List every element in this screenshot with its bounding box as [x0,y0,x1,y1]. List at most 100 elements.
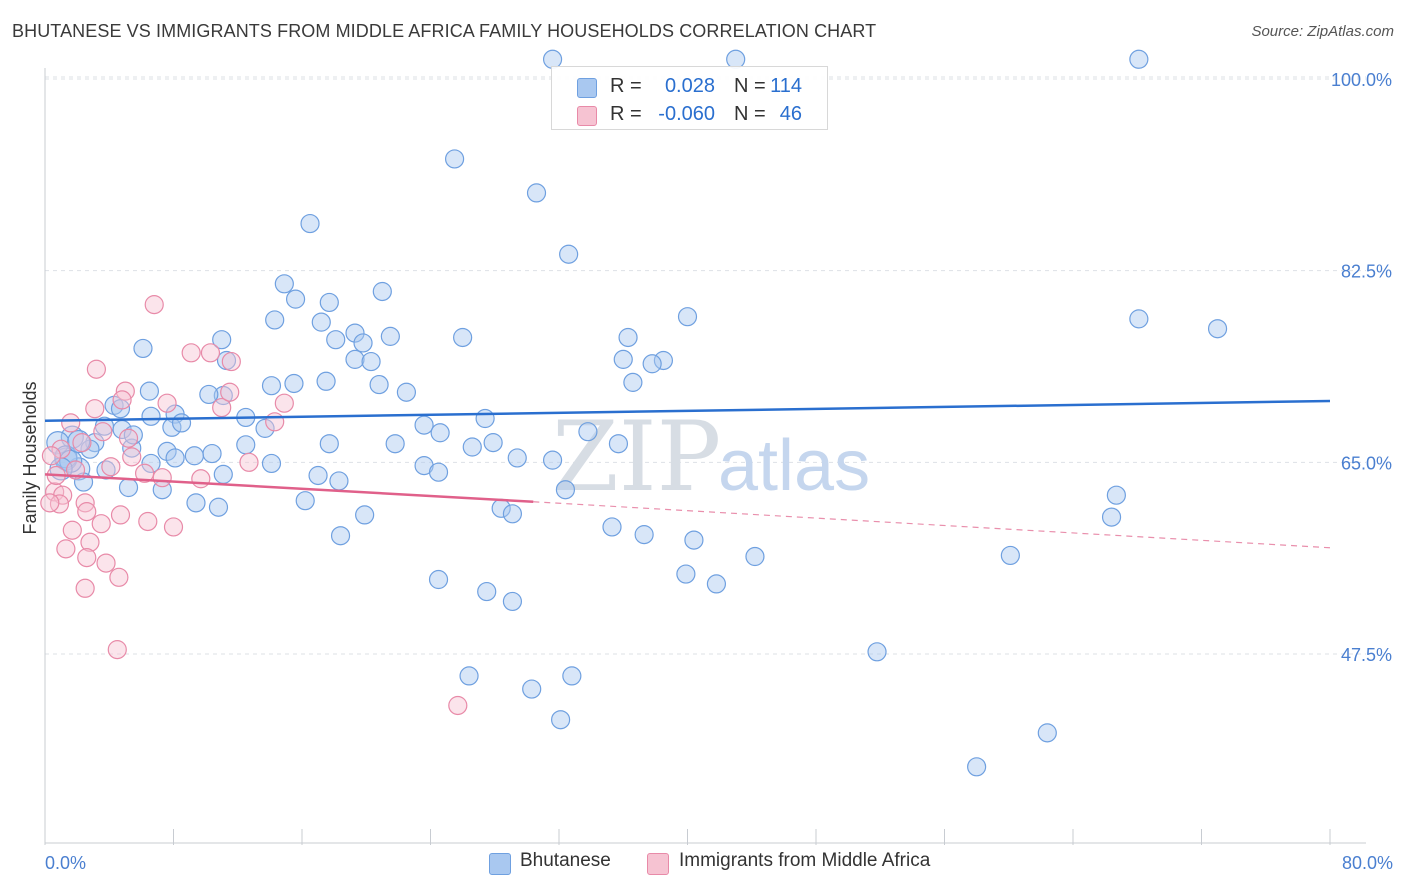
data-point [118,428,139,448]
series-1 [40,295,468,716]
data-point [109,567,129,587]
data-point [444,149,465,169]
data-point [220,382,240,402]
data-point [1106,485,1126,505]
data-point [623,372,643,392]
data-point [236,435,256,455]
axes [44,68,1366,845]
data-point [483,433,503,453]
data-point [191,469,211,489]
data-point [653,350,674,371]
data-point [642,354,662,374]
data-point [284,373,304,394]
data-point [618,327,638,348]
data-point [316,371,336,391]
data-point [578,422,598,442]
data-point [1037,723,1057,743]
data-point [676,564,696,584]
data-point [212,330,232,350]
data-point [330,526,351,546]
data-point [163,517,184,537]
data-point [459,666,479,686]
data-point [385,434,405,454]
data-point [1129,309,1149,329]
data-point [122,447,142,467]
data-point [380,326,400,346]
data-point [311,312,331,332]
data-point [608,434,629,454]
data-point [677,307,698,327]
data-point [62,520,82,540]
data-point [274,393,294,413]
data-point [239,452,259,472]
data-point [329,471,349,491]
watermark-zip: ZIP [552,401,721,513]
data-point [181,343,201,363]
r-value: 0.028 [664,75,715,97]
legend-swatch-middle-africa [577,106,597,126]
data-point [326,330,346,350]
data-point [49,494,70,514]
series-0 [46,49,1228,777]
legend-row-middle-africa: R = -0.060 N = 46 [552,101,827,129]
data-point [80,532,100,552]
data-point [502,591,523,612]
data-point [67,429,91,454]
data-point [144,295,164,315]
data-point [212,397,232,418]
data-point [1000,545,1020,566]
data-point [96,553,116,573]
data-point [110,505,131,525]
legend-label-bhutanese: Bhutanese [520,850,611,871]
data-point [684,530,704,550]
data-point [300,213,320,234]
data-point [157,441,177,461]
data-point [551,710,571,730]
r-value: -0.060 [658,103,715,125]
data-point [59,449,83,473]
data-point [40,493,60,513]
data-point [867,642,887,662]
data-point [1207,319,1228,339]
data-point [555,480,576,500]
data-point [152,468,172,488]
trend-lines [44,399,1331,549]
r-label: R = [610,103,642,125]
data-point [85,399,105,419]
y-axis-label: Family Households [20,381,40,534]
data-point [199,384,219,405]
data-point [65,460,86,480]
data-point [208,497,229,517]
data-point [41,446,62,466]
data-point [475,408,495,429]
data-point [77,548,97,568]
data-point [295,491,315,511]
legend-swatch-middle-africa [647,853,669,875]
n-label: N = [734,103,766,125]
legend-swatch-bhutanese [489,853,511,875]
data-point [372,281,392,302]
data-point [255,418,275,438]
data-point [285,289,306,309]
data-point [319,292,339,313]
data-point [448,695,468,716]
legend-row-bhutanese: R = 0.028 N = 114 [552,73,827,101]
r-label: R = [610,75,642,97]
data-point [107,640,127,660]
data-point [345,349,365,369]
data-point [319,434,339,454]
source-credit: Source: ZipAtlas.com [1251,23,1394,40]
data-point [462,437,482,457]
data-point [345,323,365,343]
data-point [1101,507,1122,527]
gridlines [45,76,1366,655]
data-point [613,349,633,369]
data-point [559,244,579,264]
data-point [77,502,97,522]
data-point [93,422,113,442]
data-point [202,443,222,464]
data-point [453,327,473,348]
data-point [171,413,192,433]
data-point [134,463,155,483]
data-point [213,464,233,484]
